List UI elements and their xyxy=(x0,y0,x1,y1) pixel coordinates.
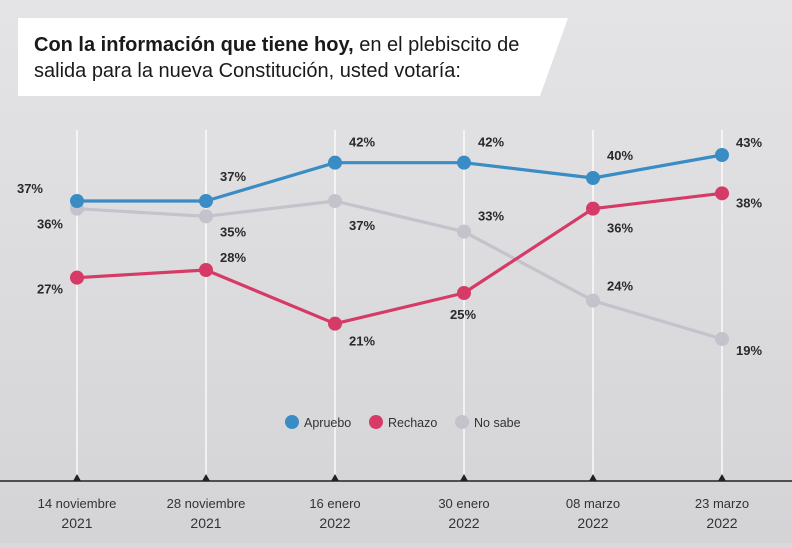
data-point-no-sabe xyxy=(715,332,729,346)
data-point-rechazo xyxy=(715,186,729,201)
x-tick-label: 08 marzo 2022 xyxy=(566,496,620,531)
data-label-apruebo: 40% xyxy=(607,148,633,163)
data-point-rechazo xyxy=(586,201,600,216)
data-label-apruebo: 43% xyxy=(736,135,762,150)
axis-tick xyxy=(331,474,339,481)
data-label-no-sabe: 37% xyxy=(349,218,375,233)
data-point-no-sabe xyxy=(199,209,213,224)
axis-tick xyxy=(718,474,726,481)
series-lines xyxy=(76,153,723,341)
legend-label-no-sabe: No sabe xyxy=(474,416,521,430)
data-label-apruebo: 42% xyxy=(478,135,504,150)
data-label-rechazo: 36% xyxy=(607,221,633,236)
data-point-rechazo xyxy=(328,316,342,331)
data-point-apruebo xyxy=(328,155,342,170)
legend-marker-rechazo xyxy=(369,415,383,429)
data-point-rechazo xyxy=(457,286,471,300)
data-labels: 36% 35% 37% 33% 24% 19% 27% 28% 21% 25% 36% 38% 37% 3… xyxy=(17,135,762,358)
axis-tick xyxy=(460,474,468,481)
series-line-apruebo xyxy=(77,153,723,203)
data-label-apruebo: 37% xyxy=(17,181,43,196)
data-point-rechazo xyxy=(199,263,213,277)
data-label-rechazo: 21% xyxy=(349,334,375,349)
data-point-no-sabe xyxy=(457,224,471,239)
data-label-rechazo: 38% xyxy=(736,195,762,210)
data-point-apruebo xyxy=(70,194,84,208)
legend-marker-no-sabe xyxy=(455,415,469,429)
legend-marker-apruebo xyxy=(285,415,299,429)
legend-label-rechazo: Rechazo xyxy=(388,416,437,430)
data-label-rechazo: 28% xyxy=(220,250,246,265)
axis-tick xyxy=(589,474,597,481)
x-tick-label: 14 noviembre 2021 xyxy=(38,496,117,531)
series-line-no-sabe xyxy=(76,199,723,341)
data-point-apruebo xyxy=(715,148,729,162)
chart-title-box: Con la información que tiene hoy, en el … xyxy=(18,18,558,96)
x-tick-label: 30 enero 2022 xyxy=(438,496,489,531)
data-label-no-sabe: 36% xyxy=(37,217,63,232)
data-point-rechazo xyxy=(70,270,84,285)
axis-tick xyxy=(202,474,210,481)
data-label-rechazo: 27% xyxy=(37,282,63,297)
data-label-apruebo: 37% xyxy=(220,169,246,184)
chart-title-normal: en el plebiscito de salida para la nueva… xyxy=(34,34,520,82)
data-label-apruebo: 42% xyxy=(349,135,375,150)
data-label-no-sabe: 19% xyxy=(736,343,762,358)
data-label-no-sabe: 35% xyxy=(220,224,246,239)
data-point-no-sabe xyxy=(586,293,600,308)
data-label-no-sabe: 24% xyxy=(607,279,633,294)
title-panel xyxy=(18,18,568,96)
legend-label-apruebo: Apruebo xyxy=(304,416,351,430)
series-points xyxy=(70,148,729,346)
data-point-apruebo xyxy=(199,194,213,208)
x-axis: 14 noviembre 2021 28 noviembre 2021 16 enero… xyxy=(0,130,792,531)
legend: Apruebo Rechazo No sabe xyxy=(285,415,521,430)
chart-title: Con la información que tiene hoy, en el … xyxy=(34,32,554,84)
chart-title-bold: Con la información que tiene hoy, xyxy=(34,34,354,56)
data-point-apruebo xyxy=(586,171,600,185)
data-point-apruebo xyxy=(457,155,471,170)
x-tick-label: 28 noviembre 2021 xyxy=(167,496,246,531)
x-tick-label: 23 marzo 2022 xyxy=(695,496,749,531)
data-label-rechazo: 25% xyxy=(450,307,476,322)
data-point-no-sabe xyxy=(328,194,342,208)
series-line-rechazo xyxy=(76,191,723,326)
data-label-no-sabe: 33% xyxy=(478,209,504,224)
x-tick-label: 16 enero 2022 xyxy=(309,496,360,531)
axis-tick xyxy=(73,474,81,481)
